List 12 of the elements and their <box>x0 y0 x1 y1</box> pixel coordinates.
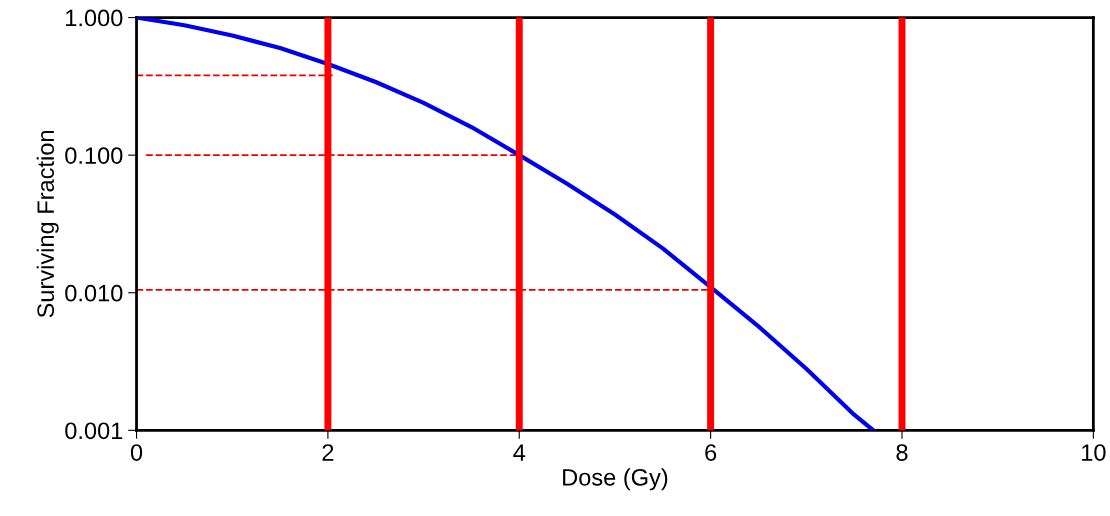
x-tick-label: 10 <box>1082 444 1106 461</box>
y-axis-title: Surviving Fraction <box>36 130 59 318</box>
y-tick-label: 0.100 <box>65 147 123 164</box>
y-tick-label: 1.000 <box>66 9 123 27</box>
y-tick-label: 0.001 <box>65 422 123 440</box>
x-tick-label: 8 <box>896 444 908 461</box>
x-tick-label: 2 <box>322 444 334 461</box>
y-tick-label: 0.010 <box>65 284 123 302</box>
x-axis-title: Dose (Gy) <box>563 468 668 491</box>
x-tick-label: 0 <box>130 444 143 461</box>
x-tick-label: 4 <box>513 444 526 461</box>
x-tick-label: 6 <box>705 444 717 461</box>
